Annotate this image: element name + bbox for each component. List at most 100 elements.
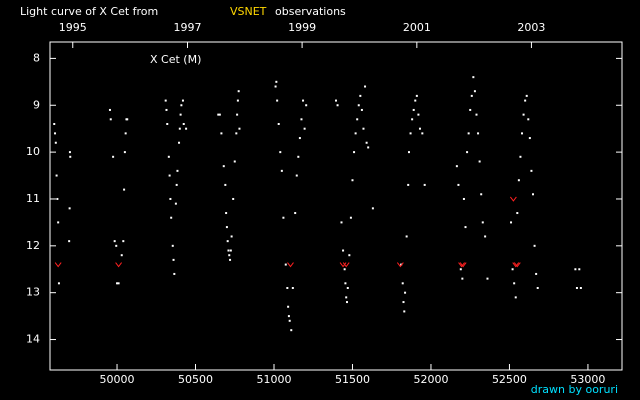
plot-frame bbox=[49, 41, 623, 371]
y-tick-label: 9 bbox=[33, 98, 40, 111]
x-tick-label: 50000 bbox=[100, 373, 135, 386]
point bbox=[409, 132, 412, 135]
point bbox=[229, 258, 232, 261]
point bbox=[225, 226, 228, 229]
point bbox=[403, 310, 406, 313]
x-tick-label: 50500 bbox=[178, 373, 213, 386]
point bbox=[120, 254, 123, 257]
point bbox=[478, 160, 481, 163]
limit-mark bbox=[287, 262, 294, 268]
x-tick-label: 51000 bbox=[256, 373, 291, 386]
point bbox=[517, 179, 520, 182]
point bbox=[298, 137, 301, 140]
point bbox=[294, 212, 297, 215]
x2-tick-label: 2003 bbox=[517, 21, 545, 34]
point bbox=[457, 183, 460, 186]
point bbox=[522, 113, 525, 116]
x2-tick-label: 1999 bbox=[288, 21, 316, 34]
point bbox=[351, 179, 354, 182]
point bbox=[348, 254, 351, 257]
point bbox=[525, 94, 528, 97]
point bbox=[513, 282, 516, 285]
point bbox=[360, 108, 363, 111]
point bbox=[218, 113, 221, 116]
point bbox=[109, 118, 112, 121]
point bbox=[417, 113, 420, 116]
point bbox=[297, 155, 300, 158]
point bbox=[344, 282, 347, 285]
limit-mark bbox=[512, 262, 520, 268]
point bbox=[461, 277, 464, 280]
point bbox=[287, 305, 290, 308]
point bbox=[55, 174, 58, 177]
point bbox=[175, 183, 178, 186]
point bbox=[274, 85, 277, 88]
point bbox=[486, 277, 489, 280]
point bbox=[123, 151, 126, 154]
point bbox=[342, 249, 345, 252]
credit: drawn by ooruri bbox=[531, 383, 618, 396]
point bbox=[108, 108, 111, 111]
point bbox=[169, 197, 172, 200]
point bbox=[228, 254, 231, 257]
point bbox=[528, 137, 531, 140]
point bbox=[423, 183, 426, 186]
x2-tick-label: 2001 bbox=[403, 21, 431, 34]
point bbox=[579, 287, 582, 289]
point bbox=[222, 165, 225, 168]
point bbox=[480, 193, 483, 196]
point bbox=[481, 221, 484, 224]
point bbox=[578, 268, 581, 271]
point bbox=[533, 244, 536, 247]
point bbox=[232, 197, 235, 200]
point bbox=[400, 263, 403, 266]
point bbox=[124, 132, 127, 135]
annotation: X Cet (M) bbox=[150, 53, 201, 66]
point bbox=[238, 127, 241, 130]
limit-mark bbox=[396, 262, 404, 268]
point bbox=[371, 207, 374, 210]
point bbox=[345, 301, 348, 304]
point bbox=[477, 132, 480, 135]
point bbox=[68, 240, 71, 243]
point bbox=[226, 240, 229, 243]
point bbox=[235, 132, 238, 135]
point bbox=[178, 141, 181, 144]
point bbox=[353, 151, 356, 154]
y-tick-label: 14 bbox=[26, 333, 40, 346]
point bbox=[357, 104, 360, 107]
point bbox=[411, 118, 414, 121]
point bbox=[236, 113, 239, 116]
point bbox=[527, 118, 530, 121]
point bbox=[171, 244, 174, 247]
point bbox=[516, 212, 519, 215]
point bbox=[405, 235, 408, 238]
point bbox=[57, 282, 60, 285]
point bbox=[53, 123, 56, 125]
point bbox=[69, 155, 72, 158]
x2-tick-label: 1997 bbox=[174, 21, 202, 34]
point bbox=[404, 291, 407, 294]
point bbox=[349, 216, 352, 219]
y-tick-label: 11 bbox=[26, 192, 40, 205]
point bbox=[535, 272, 538, 275]
point bbox=[455, 165, 458, 168]
point bbox=[230, 235, 233, 238]
point bbox=[220, 132, 223, 135]
point bbox=[172, 258, 175, 261]
point bbox=[229, 249, 232, 252]
point bbox=[180, 104, 183, 107]
point bbox=[68, 151, 71, 154]
point bbox=[418, 127, 421, 130]
point bbox=[165, 108, 168, 111]
point bbox=[362, 127, 365, 130]
point bbox=[401, 282, 404, 285]
point bbox=[126, 118, 129, 121]
point bbox=[340, 221, 343, 224]
point bbox=[343, 268, 346, 271]
point bbox=[56, 197, 59, 200]
point bbox=[168, 174, 171, 177]
limit-mark bbox=[54, 262, 62, 268]
point bbox=[275, 80, 278, 83]
